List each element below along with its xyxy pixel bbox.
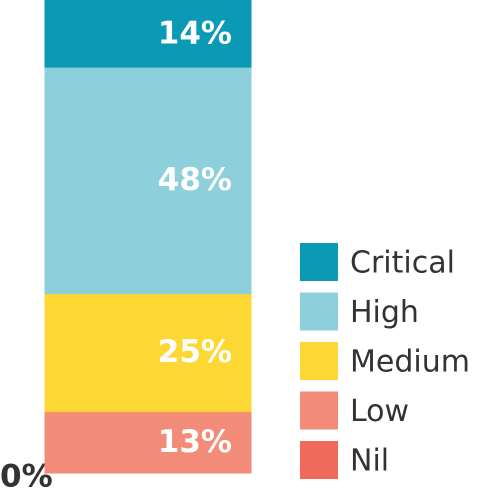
- value-label: 13%: [158, 424, 232, 460]
- value-label: 14%: [158, 16, 232, 52]
- value-label: 48%: [158, 162, 232, 198]
- bar-segment: [44, 0, 252, 68]
- legend-swatch: [300, 441, 338, 479]
- legend-swatch: [300, 391, 338, 430]
- value-label: 0%: [0, 459, 53, 490]
- legend-swatch: [300, 243, 338, 281]
- legend-label: Critical: [350, 246, 455, 281]
- legend-label: Medium: [350, 345, 470, 380]
- legend-label: Low: [350, 394, 409, 429]
- legend-swatch: [300, 292, 338, 331]
- legend-label: Nil: [350, 444, 389, 479]
- value-label: 25%: [158, 334, 232, 370]
- legend-label: High: [350, 295, 419, 330]
- legend-swatch: [300, 342, 338, 380]
